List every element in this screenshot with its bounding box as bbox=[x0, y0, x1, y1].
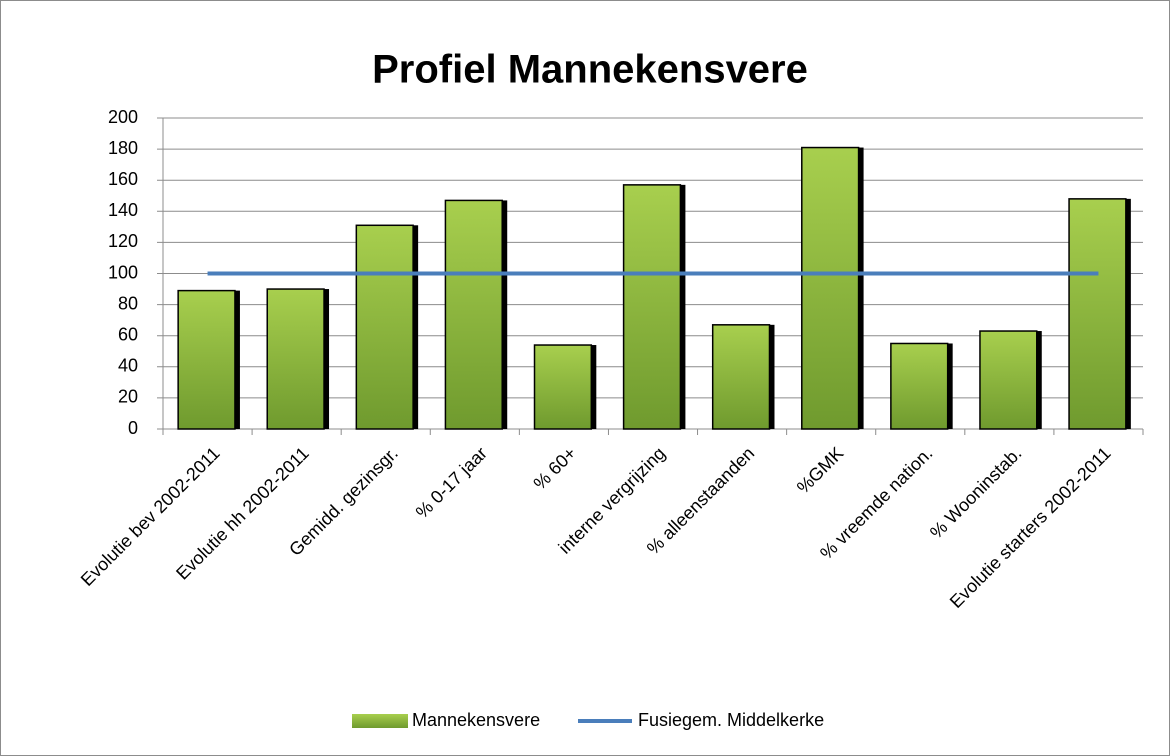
bar bbox=[266, 288, 325, 430]
y-tick-label: 160 bbox=[108, 169, 138, 189]
legend-label: Fusiegem. Middelkerke bbox=[638, 710, 824, 730]
legend-label: Mannekensvere bbox=[412, 710, 540, 730]
bar bbox=[177, 289, 236, 430]
chart-title: Profiel Mannekensvere bbox=[372, 48, 808, 92]
y-tick-label: 60 bbox=[118, 324, 138, 344]
y-tick-label: 100 bbox=[108, 262, 138, 282]
y-tick-label: 20 bbox=[118, 387, 138, 407]
bar bbox=[622, 184, 682, 430]
legend-swatch bbox=[352, 714, 408, 728]
bar bbox=[979, 330, 1038, 430]
bar bbox=[801, 146, 860, 430]
y-tick-label: 120 bbox=[108, 231, 138, 251]
y-tick-label: 80 bbox=[118, 293, 138, 313]
y-tick-label: 180 bbox=[108, 138, 138, 158]
bar bbox=[1068, 198, 1127, 430]
y-tick-label: 0 bbox=[128, 418, 138, 438]
bar bbox=[444, 199, 503, 430]
bar bbox=[355, 224, 414, 430]
y-tick-label: 140 bbox=[108, 200, 138, 220]
y-tick-label: 40 bbox=[118, 356, 138, 376]
bar bbox=[533, 344, 593, 430]
bar bbox=[890, 342, 949, 430]
bar bbox=[711, 324, 771, 430]
y-tick-label: 200 bbox=[108, 107, 138, 127]
